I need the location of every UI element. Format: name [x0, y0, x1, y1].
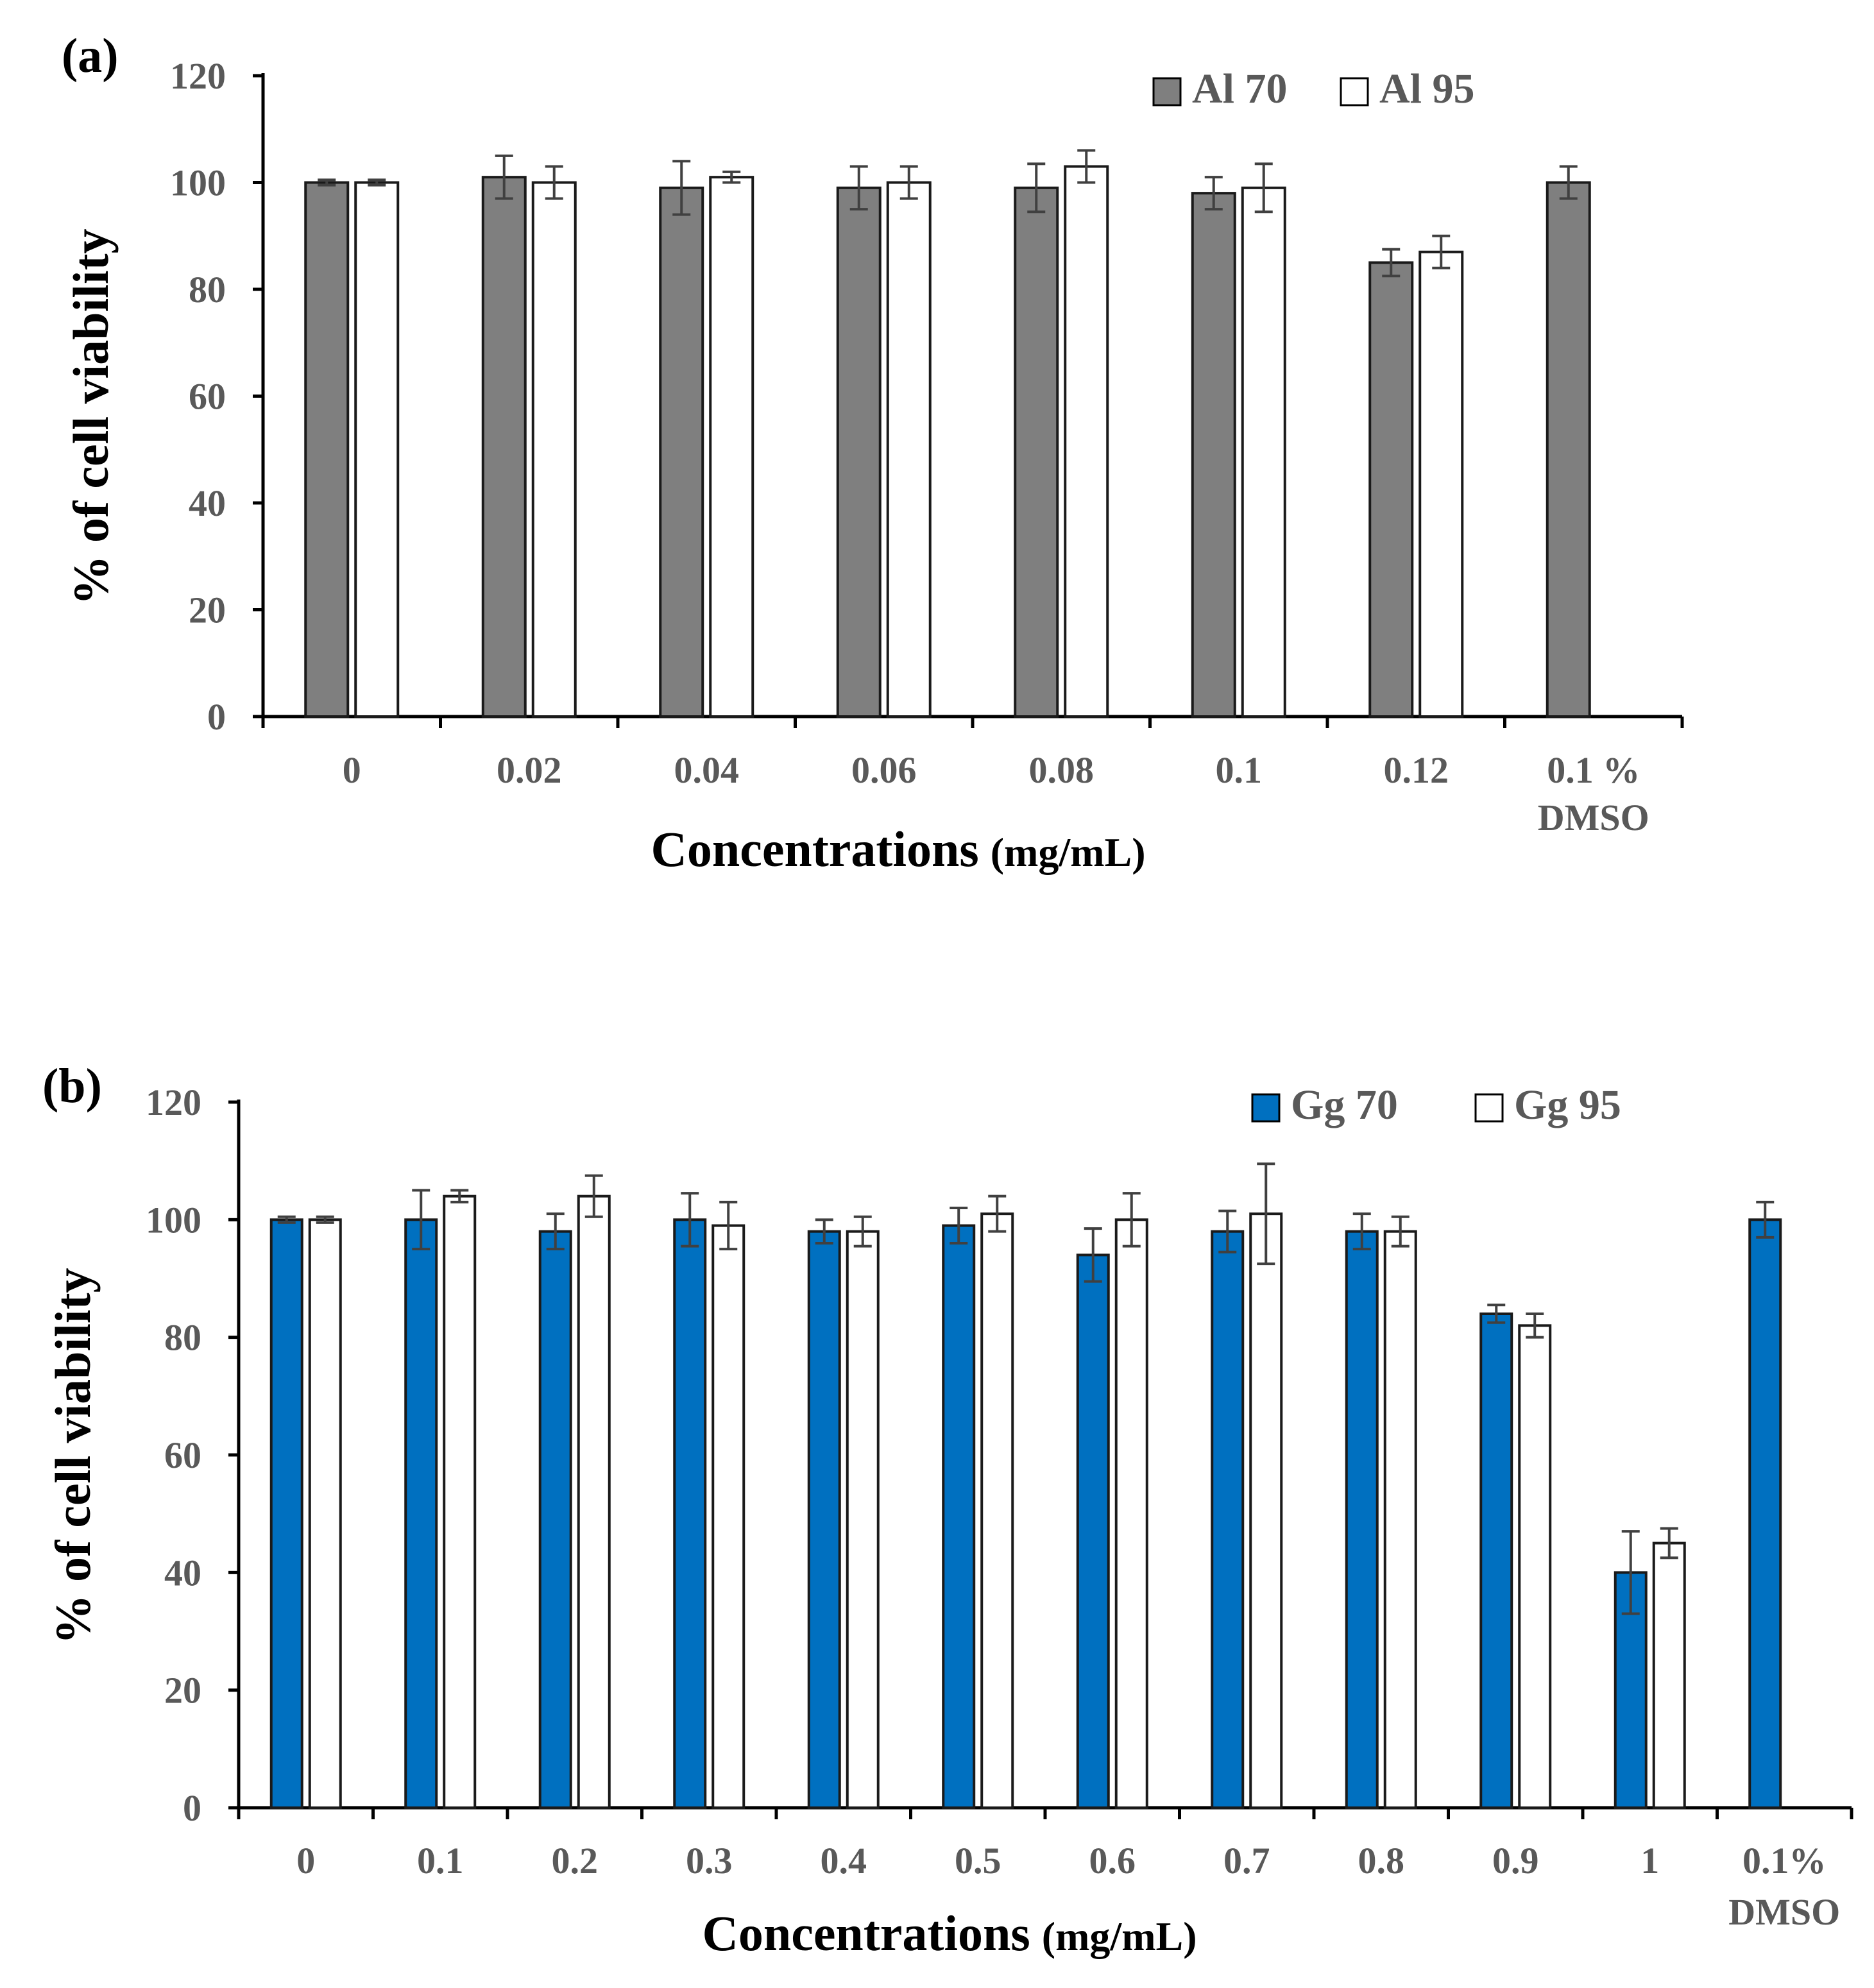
x-tick-label-a: 0.1	[1216, 749, 1263, 791]
y-tick-label-a: 40	[189, 482, 226, 524]
bar-gg70-8	[1345, 1230, 1379, 1809]
bar-al95-6	[1418, 250, 1464, 718]
x-axis-title-unit-a: (mg/mL)	[991, 829, 1146, 875]
y-tick-label-a: 60	[189, 376, 226, 418]
x-tick-label-b: 0.9	[1492, 1840, 1539, 1882]
x-axis-title-main-b: Concentrations	[702, 1905, 1030, 1961]
x-axis-title-b: Concentrations (mg/mL)	[702, 1905, 1197, 1961]
legend-label-gg95: Gg 95	[1514, 1082, 1621, 1128]
x-tick-label-b: 0.2	[552, 1840, 599, 1882]
x-tick-label-a: 0.08	[1029, 749, 1095, 791]
x-tick-label-a: 0.1 %	[1547, 749, 1640, 791]
x-tick-label-b: 0.4	[821, 1840, 867, 1882]
bar-al70-2	[659, 186, 704, 718]
y-tick-label-a: 80	[189, 269, 226, 310]
y-axis-title-a: % of cell viability	[63, 228, 119, 605]
bar-al70-0	[304, 181, 350, 718]
legend-swatch-al70	[1152, 77, 1182, 106]
x-axis-title-unit-b: (mg/mL)	[1042, 1914, 1197, 1959]
bar-gg95-7	[1249, 1212, 1283, 1809]
bar-gg95-4	[846, 1230, 880, 1809]
y-tick-label-a: 20	[189, 590, 226, 631]
bar-gg95-5	[980, 1212, 1014, 1809]
bar-gg70-6	[1076, 1253, 1110, 1810]
bar-gg70-4	[807, 1230, 841, 1809]
x-tick-label-a: DMSO	[1538, 797, 1649, 838]
bar-al95-4	[1064, 165, 1109, 718]
bar-gg95-6	[1114, 1218, 1148, 1810]
bar-gg70-2	[538, 1230, 572, 1809]
legend-a: Al 70 Al 95	[1152, 65, 1475, 112]
x-tick-label-a: 0.06	[851, 749, 917, 791]
bar-al95-5	[1241, 186, 1286, 718]
y-tick-label-a: 100	[170, 162, 226, 204]
bar-gg95-10	[1652, 1542, 1686, 1809]
x-tick-label-b: 0.1	[417, 1840, 464, 1882]
bar-al95-1	[531, 181, 577, 718]
bar-al95-3	[886, 181, 932, 718]
panel-label-a: (a)	[62, 29, 119, 83]
bar-gg95-9	[1518, 1324, 1552, 1809]
x-tick-label-a: 0.02	[497, 749, 562, 791]
bar-al70-3	[836, 186, 882, 718]
x-tick-label-b: 0.3	[686, 1840, 733, 1882]
x-tick-label-b: 0.8	[1358, 1840, 1405, 1882]
y-tick-label-b: 20	[164, 1670, 201, 1712]
legend-swatch-al95	[1340, 77, 1369, 106]
bar-gg95-2	[577, 1194, 611, 1809]
bar-gg95-8	[1383, 1230, 1417, 1809]
bar-al70-5	[1191, 192, 1236, 718]
y-tick-label-b: 100	[146, 1199, 201, 1241]
x-tick-label-a: 0.04	[674, 749, 740, 791]
y-tick-label-a: 120	[170, 55, 226, 97]
bar-al70-1	[481, 176, 527, 718]
x-tick-label-b: 0.1%	[1742, 1840, 1827, 1882]
bar-al70-7	[1546, 181, 1591, 718]
legend-swatch-gg70	[1251, 1093, 1281, 1123]
y-tick-label-b: 60	[164, 1434, 201, 1476]
bar-gg70-5	[942, 1224, 976, 1809]
bar-gg70-1	[404, 1218, 438, 1810]
legend-label-al95: Al 95	[1379, 65, 1475, 112]
y-tick-label-b: 80	[164, 1317, 201, 1359]
y-axis-title-b: % of cell viability	[45, 1268, 101, 1644]
bar-gg70-0	[269, 1218, 303, 1810]
x-axis-title-a: Concentrations (mg/mL)	[651, 821, 1145, 877]
x-tick-label-b: 0.5	[955, 1840, 1001, 1882]
bar-al70-4	[1014, 186, 1059, 718]
bar-al70-6	[1368, 261, 1414, 718]
bar-al95-2	[709, 176, 754, 718]
panel-label-b: (b)	[42, 1059, 102, 1113]
bar-gg95-1	[443, 1194, 477, 1809]
x-tick-label-b: 1	[1640, 1840, 1659, 1882]
x-tick-label-b: 0	[296, 1840, 315, 1882]
y-tick-label-b: 40	[164, 1552, 201, 1593]
x-tick-label-b: 0.6	[1089, 1840, 1136, 1882]
bar-gg70-11	[1748, 1218, 1782, 1810]
legend-b: Gg 70 Gg 95	[1251, 1082, 1621, 1128]
x-tick-label-b: DMSO	[1728, 1891, 1840, 1933]
bar-gg95-0	[308, 1218, 342, 1810]
x-tick-label-a: 0.12	[1384, 749, 1449, 791]
bar-al95-0	[354, 181, 400, 718]
x-axis-title-main-a: Concentrations	[651, 821, 978, 877]
x-tick-label-a: 0	[343, 749, 361, 791]
bar-gg70-9	[1479, 1313, 1513, 1809]
legend-label-gg70: Gg 70	[1291, 1082, 1398, 1128]
y-tick-label-a: 0	[207, 696, 226, 738]
chart-panel-b: (b) % of cell viability Concentrations (…	[42, 1059, 1853, 1961]
chart-panel-a: (a) % of cell viability Concentrations (…	[62, 29, 1684, 877]
legend-label-al70: Al 70	[1192, 65, 1288, 112]
bar-gg70-3	[673, 1218, 707, 1810]
legend-swatch-gg95	[1474, 1093, 1504, 1123]
bar-gg70-7	[1211, 1230, 1245, 1809]
x-tick-label-b: 0.7	[1223, 1840, 1270, 1882]
y-tick-label-b: 120	[146, 1082, 201, 1123]
y-tick-label-b: 0	[183, 1787, 201, 1829]
bar-gg95-3	[711, 1224, 745, 1809]
